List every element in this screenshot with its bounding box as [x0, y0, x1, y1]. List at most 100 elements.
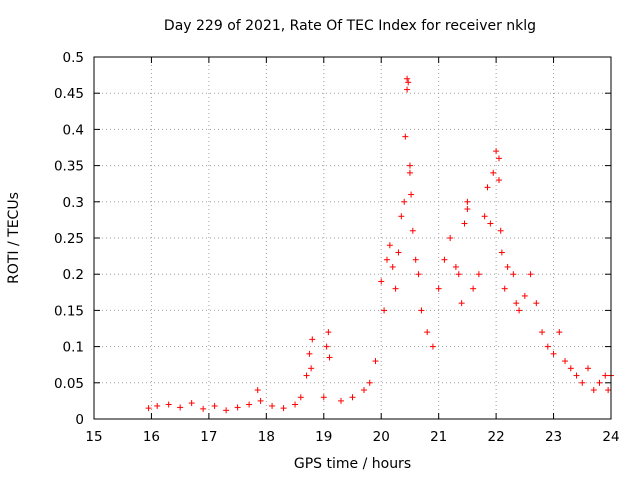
- y-tick-label: 0.15: [54, 303, 84, 319]
- data-point: [402, 133, 409, 140]
- data-point: [464, 206, 471, 213]
- data-point: [366, 379, 373, 386]
- data-point: [303, 372, 310, 379]
- data-point: [395, 249, 402, 256]
- data-point: [257, 397, 264, 404]
- data-point: [521, 292, 528, 299]
- data-point: [234, 404, 241, 411]
- data-point: [406, 162, 413, 169]
- data-point: [501, 285, 508, 292]
- data-point: [455, 271, 462, 278]
- plot-frame: [93, 56, 612, 420]
- data-point: [325, 329, 332, 336]
- data-point: [389, 263, 396, 270]
- data-point: [435, 285, 442, 292]
- data-point: [211, 402, 218, 409]
- data-point: [165, 401, 172, 408]
- y-tick-label: 0.25: [54, 231, 84, 247]
- data-point: [254, 387, 261, 394]
- x-tick-label: 21: [430, 429, 447, 445]
- data-point: [452, 263, 459, 270]
- data-point: [544, 343, 551, 350]
- y-tick-label: 0.2: [63, 267, 84, 283]
- data-point: [562, 358, 569, 365]
- data-point: [475, 271, 482, 278]
- data-point: [497, 227, 504, 234]
- data-point: [338, 397, 345, 404]
- data-point: [323, 343, 330, 350]
- y-axis-label: ROTI / TECUs: [6, 192, 22, 284]
- data-point: [516, 307, 523, 314]
- data-point: [412, 256, 419, 263]
- y-tick-label: 0.35: [54, 159, 84, 175]
- data-point: [306, 350, 313, 357]
- data-point: [484, 184, 491, 191]
- data-point: [200, 405, 207, 412]
- x-tick-label: 18: [258, 429, 275, 445]
- data-point: [487, 220, 494, 227]
- data-point: [550, 350, 557, 357]
- x-tick-label: 22: [488, 429, 505, 445]
- data-point: [590, 387, 597, 394]
- y-tick-label: 0.45: [54, 86, 84, 102]
- y-tick-label: 0.3: [63, 195, 84, 211]
- data-point: [585, 365, 592, 372]
- data-point: [378, 278, 385, 285]
- data-point: [533, 300, 540, 307]
- y-tick-label: 0.5: [63, 50, 84, 66]
- data-point: [320, 394, 327, 401]
- data-point: [297, 394, 304, 401]
- data-point: [408, 191, 415, 198]
- data-point: [280, 405, 287, 412]
- data-point: [392, 285, 399, 292]
- ticks: 15 16 17 18 19 20 21 22 23 24 0 0.05 0.1 0.15 0.2 0.25 0…: [54, 50, 620, 445]
- y-tick-label: 0.4: [63, 122, 84, 138]
- data-point: [188, 400, 195, 407]
- x-tick-label: 16: [143, 429, 160, 445]
- data-point: [567, 365, 574, 372]
- data-point: [398, 213, 405, 220]
- data-point: [308, 365, 315, 372]
- y-tick-label: 0.1: [63, 340, 84, 356]
- data-point: [504, 263, 511, 270]
- data-point: [470, 285, 477, 292]
- data-point: [424, 329, 431, 336]
- x-axis-label: GPS time / hours: [293, 456, 412, 472]
- data-point: [145, 405, 152, 412]
- data-point: [223, 407, 230, 414]
- data-point: [372, 358, 379, 365]
- x-tick-label: 24: [602, 429, 619, 445]
- y-tick-label: 0: [75, 412, 84, 428]
- data-point: [481, 213, 488, 220]
- data-point: [495, 155, 502, 162]
- data-point: [404, 86, 411, 93]
- data-point: [573, 372, 580, 379]
- data-point: [177, 404, 184, 411]
- data-point: [429, 343, 436, 350]
- data-point: [539, 329, 546, 336]
- data-point: [493, 148, 500, 155]
- data-point: [447, 235, 454, 241]
- data-point: [510, 271, 517, 278]
- data-point: [458, 300, 465, 307]
- data-point: [415, 271, 422, 278]
- data-point: [401, 198, 408, 205]
- data-point: [381, 307, 388, 314]
- data-point: [527, 271, 534, 278]
- x-tick-label: 15: [85, 429, 102, 445]
- data-point: [309, 336, 316, 343]
- data-point: [404, 75, 411, 82]
- x-tick-label: 23: [545, 429, 562, 445]
- data-point: [495, 177, 502, 184]
- data-point: [386, 242, 393, 249]
- x-tick-label: 20: [373, 429, 390, 445]
- data-point: [556, 329, 563, 336]
- data-point: [490, 169, 497, 176]
- chart-title: Day 229 of 2021, Rate Of TEC Index for r…: [163, 18, 537, 34]
- data-point: [498, 249, 505, 256]
- data-point: [360, 387, 367, 394]
- data-points: [145, 75, 614, 414]
- data-point: [406, 169, 413, 176]
- data-point: [596, 379, 603, 386]
